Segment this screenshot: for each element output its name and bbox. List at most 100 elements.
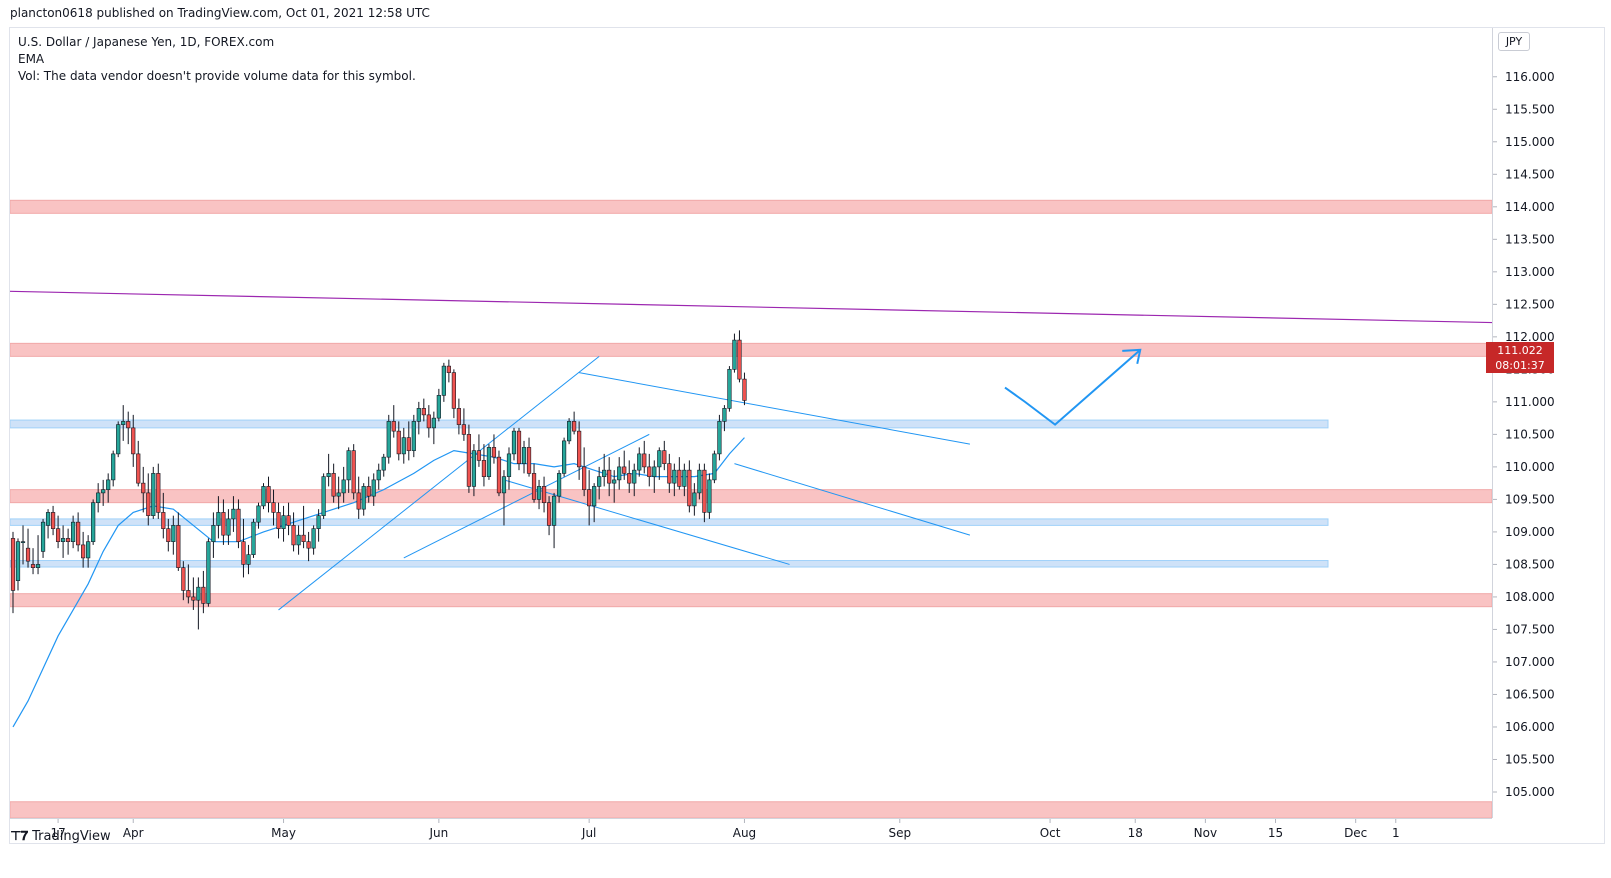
candle-body	[221, 512, 226, 536]
candle-body	[617, 466, 622, 481]
candle	[707, 473, 712, 519]
candle	[727, 366, 732, 412]
price-tick-label: 106.500	[1505, 687, 1555, 701]
time-axis[interactable]: 17 Apr May Jun Jul Aug Sep Oct 18 Nov 15 Dec 1	[10, 818, 1492, 845]
candle-body	[577, 430, 582, 468]
candle-body	[141, 482, 146, 494]
demand-zone-7	[10, 560, 1329, 568]
candle	[261, 483, 266, 510]
candle	[391, 405, 396, 438]
candle-body	[161, 512, 166, 529]
candle	[536, 479, 542, 510]
tradingview-logo-icon: ⊤𝟕	[10, 829, 28, 844]
candle	[476, 434, 482, 467]
candle	[136, 440, 141, 487]
price-tick-label: 115.000	[1505, 135, 1555, 149]
candle-body	[35, 564, 41, 568]
candle	[627, 460, 632, 493]
candle	[361, 483, 366, 516]
candle-body	[697, 469, 702, 494]
price-tick-label: 114.500	[1505, 167, 1555, 181]
time-tick-label: Apr	[123, 826, 144, 840]
candle	[577, 421, 582, 480]
candle-body	[501, 476, 507, 494]
candle	[702, 463, 707, 523]
candle	[331, 463, 336, 503]
candle-body	[20, 541, 26, 543]
candle	[647, 453, 652, 487]
supply-zone-1	[10, 342, 1492, 357]
candle-body	[677, 469, 682, 487]
candle	[632, 463, 637, 497]
candle-body	[516, 430, 522, 464]
candle	[607, 457, 612, 497]
candle	[20, 525, 26, 565]
time-tick-label: 17	[50, 826, 65, 840]
candle	[461, 408, 467, 441]
candle-body	[181, 567, 186, 591]
candle	[126, 411, 131, 445]
candle-body	[662, 450, 667, 464]
price-axis[interactable]: 116.000 115.500 115.000 114.500 114.000 113.5…	[1492, 28, 1565, 818]
candle-body	[737, 339, 742, 380]
candle	[311, 525, 316, 555]
candle-body	[316, 515, 321, 529]
time-tick-label: 15	[1268, 826, 1283, 840]
candle-body	[401, 437, 406, 455]
candle-body	[642, 453, 647, 468]
candle	[161, 492, 166, 539]
candle-body	[336, 492, 341, 497]
price-tick-label: 115.500	[1505, 102, 1555, 116]
symbol-title[interactable]: U.S. Dollar / Japanese Yen, 1D, FOREX.co…	[18, 35, 275, 49]
candle	[291, 512, 296, 552]
candle-body	[306, 541, 311, 549]
candle	[587, 470, 592, 526]
last-price-label: 111.022 08:01:37	[1486, 342, 1554, 373]
projection-path	[1004, 349, 1141, 426]
candle-body	[722, 408, 727, 422]
candle-body	[111, 453, 116, 481]
candle	[176, 512, 181, 571]
candle-body	[45, 512, 51, 526]
candle-body	[476, 450, 482, 461]
chart-pane[interactable]: U.S. Dollar / Japanese Yen, 1D, FOREX.co…	[9, 27, 1605, 844]
candle	[732, 333, 737, 373]
candle-body	[546, 502, 552, 526]
trendline-2	[579, 372, 970, 445]
plot-area[interactable]: U.S. Dollar / Japanese Yen, 1D, FOREX.co…	[10, 28, 1492, 818]
indicator-ema-label[interactable]: EMA	[18, 52, 45, 66]
candle	[677, 457, 682, 490]
candle	[567, 418, 572, 445]
candle-body	[266, 486, 271, 503]
candle-body	[717, 421, 722, 455]
candlestick-chart[interactable]	[10, 28, 1492, 818]
price-tick-label: 116.000	[1505, 70, 1555, 84]
candle-body	[391, 421, 396, 432]
candle-body	[86, 541, 91, 559]
candle-body	[166, 528, 171, 542]
candle-body	[702, 469, 707, 513]
candle-body	[101, 489, 106, 494]
candle-body	[411, 421, 416, 451]
candle-body	[376, 469, 381, 481]
time-tick-label: Aug	[733, 826, 756, 840]
price-tick-label: 108.500	[1505, 557, 1555, 571]
candle-body	[602, 469, 607, 477]
candle	[266, 476, 271, 513]
candle-body	[531, 473, 537, 500]
candle-body	[556, 473, 562, 497]
tradingview-logo[interactable]: ⊤𝟕 TradingView	[10, 829, 111, 844]
time-tick-label: 18	[1128, 826, 1143, 840]
candle-body	[60, 538, 66, 542]
candle-body	[15, 541, 21, 581]
currency-badge[interactable]: JPY	[1498, 32, 1530, 51]
candle	[506, 447, 512, 490]
candle-body	[366, 486, 371, 497]
candle	[551, 492, 557, 549]
candle	[91, 499, 96, 545]
candle	[511, 427, 517, 461]
candle	[141, 466, 146, 513]
candle-body	[461, 424, 467, 435]
projection-arrowhead	[1122, 348, 1142, 365]
candle-body	[496, 456, 502, 494]
